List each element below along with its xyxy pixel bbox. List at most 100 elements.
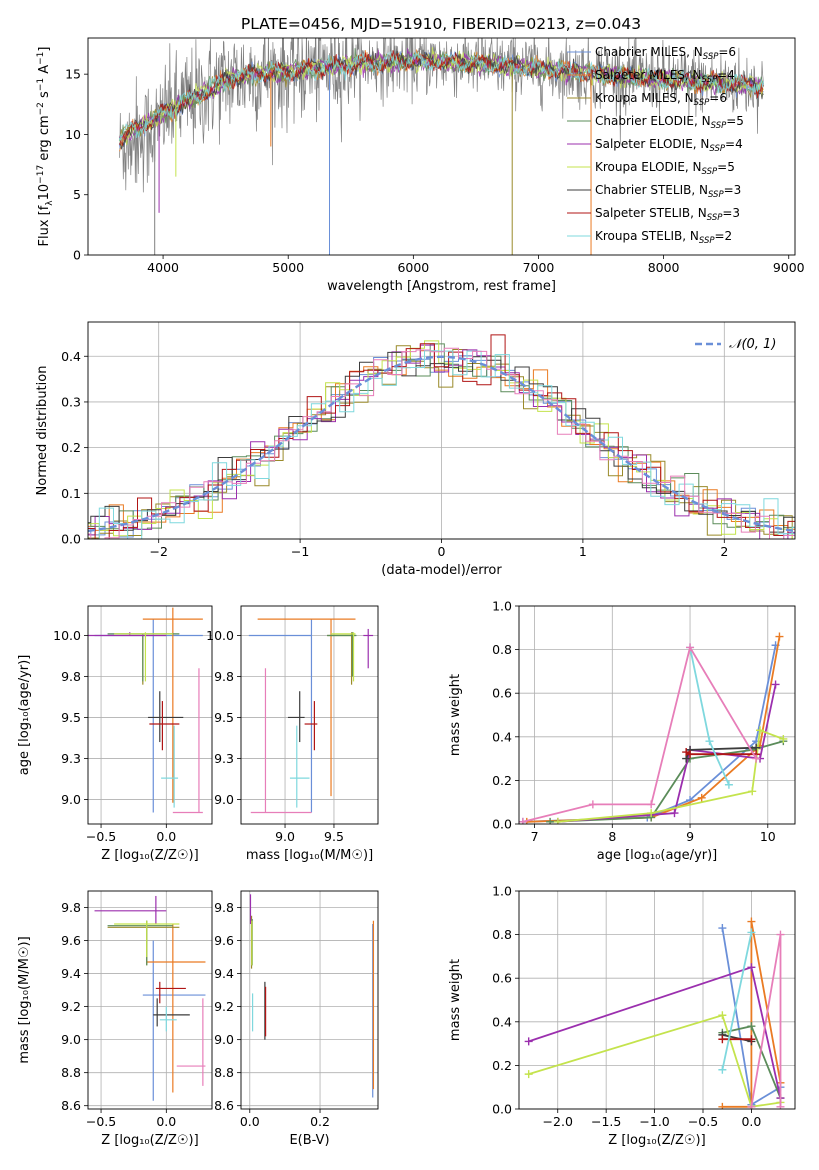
y-axis-title-part: 10 [37,184,52,201]
data-point [363,628,374,669]
model-spectrum-line [118,51,764,142]
x-tick-label: 4000 [147,260,179,275]
y-tick-label: 0.8 [492,642,512,657]
x-tick-label: 6000 [397,260,429,275]
axes-frame [518,605,796,825]
y-tick-label: 8.6 [214,1098,234,1113]
y-axis-title: Normed distribution [35,366,50,496]
legend-label: Chabrier MILES, NSSP=6 [595,45,736,62]
data-point [327,632,357,677]
series-marker [718,1065,727,1074]
x-tick-label: 9.5 [324,829,344,844]
y-tick-label: 8.8 [61,1065,81,1080]
data-point [142,940,206,1101]
figure-title: PLATE=0456, MJD=51910, FIBERID=0213, z=0… [241,15,641,33]
legend-label-text: Salpeter MILES, N [595,68,702,82]
x-axis-title: Z [log₁₀(Z/Z☉)] [101,848,198,863]
legend-label-count: =3 [722,206,740,220]
series-marker [747,1022,756,1031]
y-tick-label: 10.0 [53,628,81,643]
y-tick-label: 0 [73,248,81,263]
series-marker [718,1035,727,1044]
axes-frame [240,890,379,1110]
series-marker [775,632,784,641]
x-axis-title: (data-model)/error [381,563,502,578]
x-tick-label: 5000 [272,260,304,275]
y-tick-label: 0.4 [61,349,81,364]
series-line [722,1034,752,1043]
data-point [142,607,203,803]
x-tick-label: −1.0 [639,1114,669,1129]
y-tick-label: 0.2 [61,440,81,455]
data-point [287,691,305,743]
series-line [522,645,757,823]
y-tick-label: 9.0 [61,792,81,807]
y-axis-title-part: s [37,91,52,102]
axes-frame [518,890,796,1110]
x-tick-label: 8000 [648,260,680,275]
y-tick-label: 0.3 [61,394,81,409]
series-marker [747,1035,756,1044]
y-axis-title-part: −1 [36,52,46,65]
x-tick-label: 1 [579,544,587,559]
series-marker [519,817,527,824]
series-marker [524,1070,533,1079]
y-tick-label: 10.0 [206,628,234,643]
legend-label-sub: SSP [703,52,719,62]
data-point [289,725,310,808]
x-tick-label: 0.0 [240,1114,260,1129]
legend-label-sub: SSP [702,75,718,85]
y-tick-label: 1.0 [492,884,512,899]
spectrum-lines [118,38,764,255]
legend-label: Salpeter STELIB, NSSP=3 [595,206,740,223]
age-vs-metallicity-panel: −0.5 0.0 9.0 9.3 9.5 9.8 10.0 Z [log₁₀(Z/Z☉)] ag… [17,605,213,863]
data-point [114,920,180,958]
axes-frame [87,37,796,256]
series-marker [697,793,706,802]
y-axis-title-part: λ [45,200,55,206]
y-tick-label: 8.6 [61,1098,81,1113]
series-marker [718,1102,727,1109]
data-point [161,725,179,808]
errorbars [249,894,375,1098]
axes-frame [240,605,379,825]
y-tick-label: 10 [65,127,81,142]
axes-frame [87,321,796,540]
data-point [146,924,206,1093]
legend-label-sub: SSP [694,98,710,108]
series-line [528,1014,781,1108]
x-tick-label: −1.5 [591,1114,621,1129]
x-axis-title: Z [log₁₀(Z/Z☉)] [608,1133,705,1148]
x-tick-label: 9.0 [275,829,295,844]
y-tick-label: 9.3 [61,751,81,766]
mass-weight-vs-metallicity-panel: −2.0 −1.5 −1.0 −0.5 0.0 0.0 0.2 0.4 0.6 0.8 1.0 Z [… [448,884,796,1148]
data-point [257,618,356,797]
legend-label-count: =5 [717,160,735,174]
series-marker [747,928,756,937]
y-tick-label: 9.0 [214,1032,234,1047]
y-tick-label: 0.4 [492,729,512,744]
y-tick-label: 0.2 [492,773,512,788]
y-axis-title-part: −1 [36,78,46,91]
legend-label-count: =2 [715,229,733,243]
x-axis-title: mass [log₁₀(M/M☉)] [246,848,373,863]
data-point [172,668,203,814]
x-axis-title: age [log₁₀(age/yr)] [597,848,718,863]
series-marker [705,737,714,746]
series-marker [553,817,562,824]
data-point [331,632,356,682]
y-axis-title-part: −17 [36,165,46,184]
x-tick-label: 0.2 [310,1114,330,1129]
gridlines [241,891,378,1109]
legend-label-count: =4 [725,137,743,151]
gridlines [519,890,795,1110]
legend-label: Kroupa MILES, NSSP=6 [595,91,727,108]
y-tick-label: 9.8 [61,669,81,684]
legend-label-text: Kroupa MILES, N [595,91,694,105]
y-tick-label: 0.6 [492,686,512,701]
errorbars [88,607,203,814]
x-tick-label: −1 [291,544,309,559]
age-vs-mass-panel: 9.0 9.5 9.0 9.3 9.5 9.8 10.0 mass [log₁₀(M/M☉)] [206,605,379,863]
series-marker [752,754,761,763]
legend-label-count: =5 [726,114,744,128]
